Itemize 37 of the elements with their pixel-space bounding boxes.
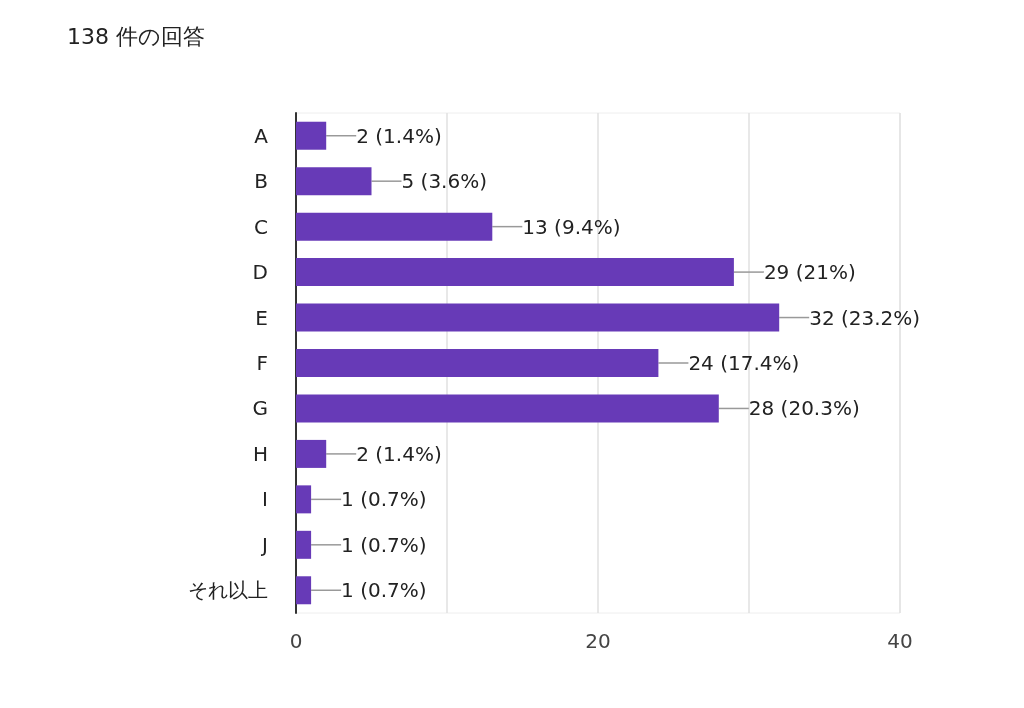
y-tick-label: F: [256, 351, 268, 375]
x-tick-label: 40: [887, 629, 913, 653]
data-label: 1 (0.7%): [341, 578, 427, 603]
bar: [296, 303, 780, 332]
y-tick-label: I: [262, 487, 268, 512]
y-tick-label: A: [254, 123, 269, 148]
x-tick-label: 20: [585, 629, 611, 653]
bar: [296, 439, 327, 468]
bar: [296, 212, 493, 241]
y-tick-label: G: [252, 396, 268, 421]
data-label: 1 (0.7%): [341, 532, 427, 557]
chart-title: 138 件の回答: [67, 23, 205, 49]
data-label: 5 (3.6%): [401, 169, 487, 194]
data-label: 13 (9.4%): [522, 214, 621, 239]
bar: [296, 258, 734, 287]
y-tick-label: D: [252, 260, 268, 285]
bar: [296, 167, 372, 196]
bar: [296, 576, 312, 605]
bar: [296, 349, 659, 377]
bar: [296, 485, 312, 514]
y-tick-label: H: [252, 441, 268, 466]
data-label: 2 (1.4%): [356, 441, 442, 466]
y-tick-label: それ以上: [188, 578, 268, 603]
bar: [296, 394, 719, 423]
data-label: 24 (17.4%): [688, 351, 800, 375]
bar: [296, 121, 327, 150]
x-tick-label: 0: [289, 629, 303, 653]
data-label: 29 (21%): [763, 260, 856, 285]
y-tick-label: E: [255, 305, 268, 330]
bar: [296, 530, 312, 559]
data-label: 1 (0.7%): [341, 487, 427, 512]
data-label: 28 (20.3%): [748, 396, 860, 421]
data-label: 32 (23.2%): [809, 305, 921, 330]
y-tick-label: J: [260, 532, 268, 557]
y-tick-label: B: [254, 169, 268, 194]
data-label: 2 (1.4%): [356, 123, 442, 148]
y-tick-label: C: [254, 214, 268, 239]
